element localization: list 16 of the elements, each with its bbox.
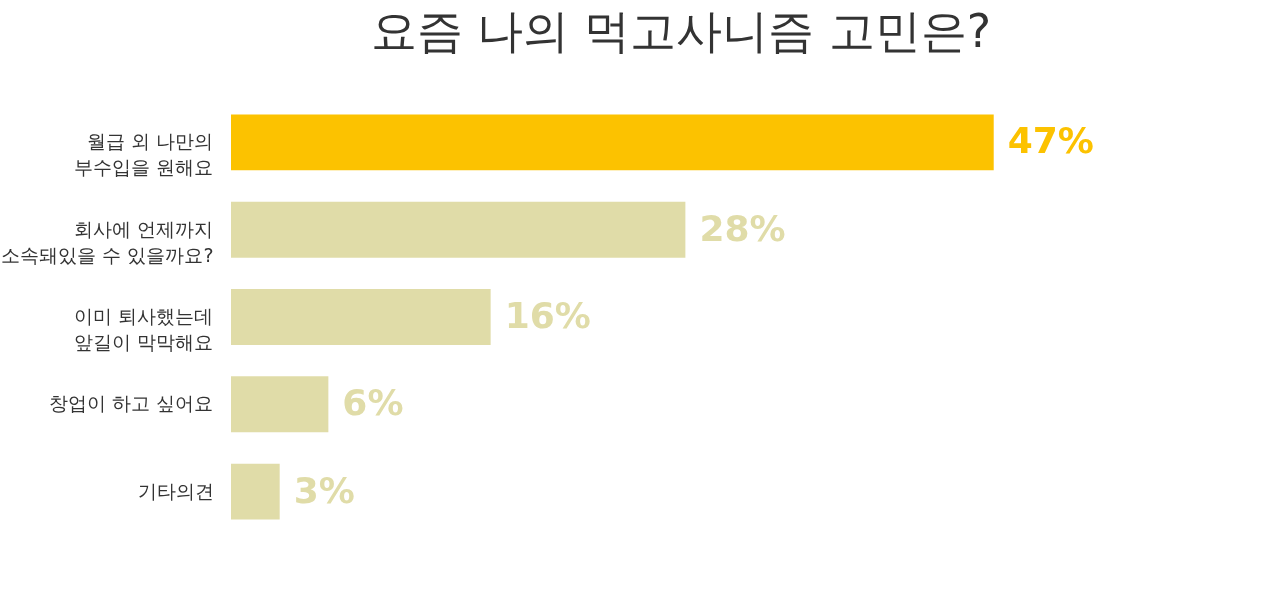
y-tick-label: 기타의견: [137, 479, 214, 502]
data-label: 3%: [293, 469, 355, 511]
data-label: 6%: [342, 382, 404, 424]
y-tick-label: 회사에 언제까지 소속돼있을 수 있을까요?: [1, 217, 214, 266]
data-label: 28%: [699, 207, 786, 249]
data-label: 47%: [1007, 120, 1094, 162]
bar: [231, 201, 686, 258]
y-tick-label: 이미 퇴사했는데 앞길이 막막해요: [74, 305, 214, 353]
bar: [231, 376, 329, 433]
y-tick-label: 창업이 하고 싶어요: [49, 392, 214, 415]
bar: [231, 463, 280, 520]
data-label: 16%: [504, 295, 591, 336]
bar: [231, 289, 491, 345]
bar: [231, 114, 994, 171]
y-tick-label: 월급 외 나만의 부수입을 원해요: [74, 130, 214, 179]
chart-title: 요즘 나의 먹고사니즘 고민은?: [370, 4, 992, 58]
